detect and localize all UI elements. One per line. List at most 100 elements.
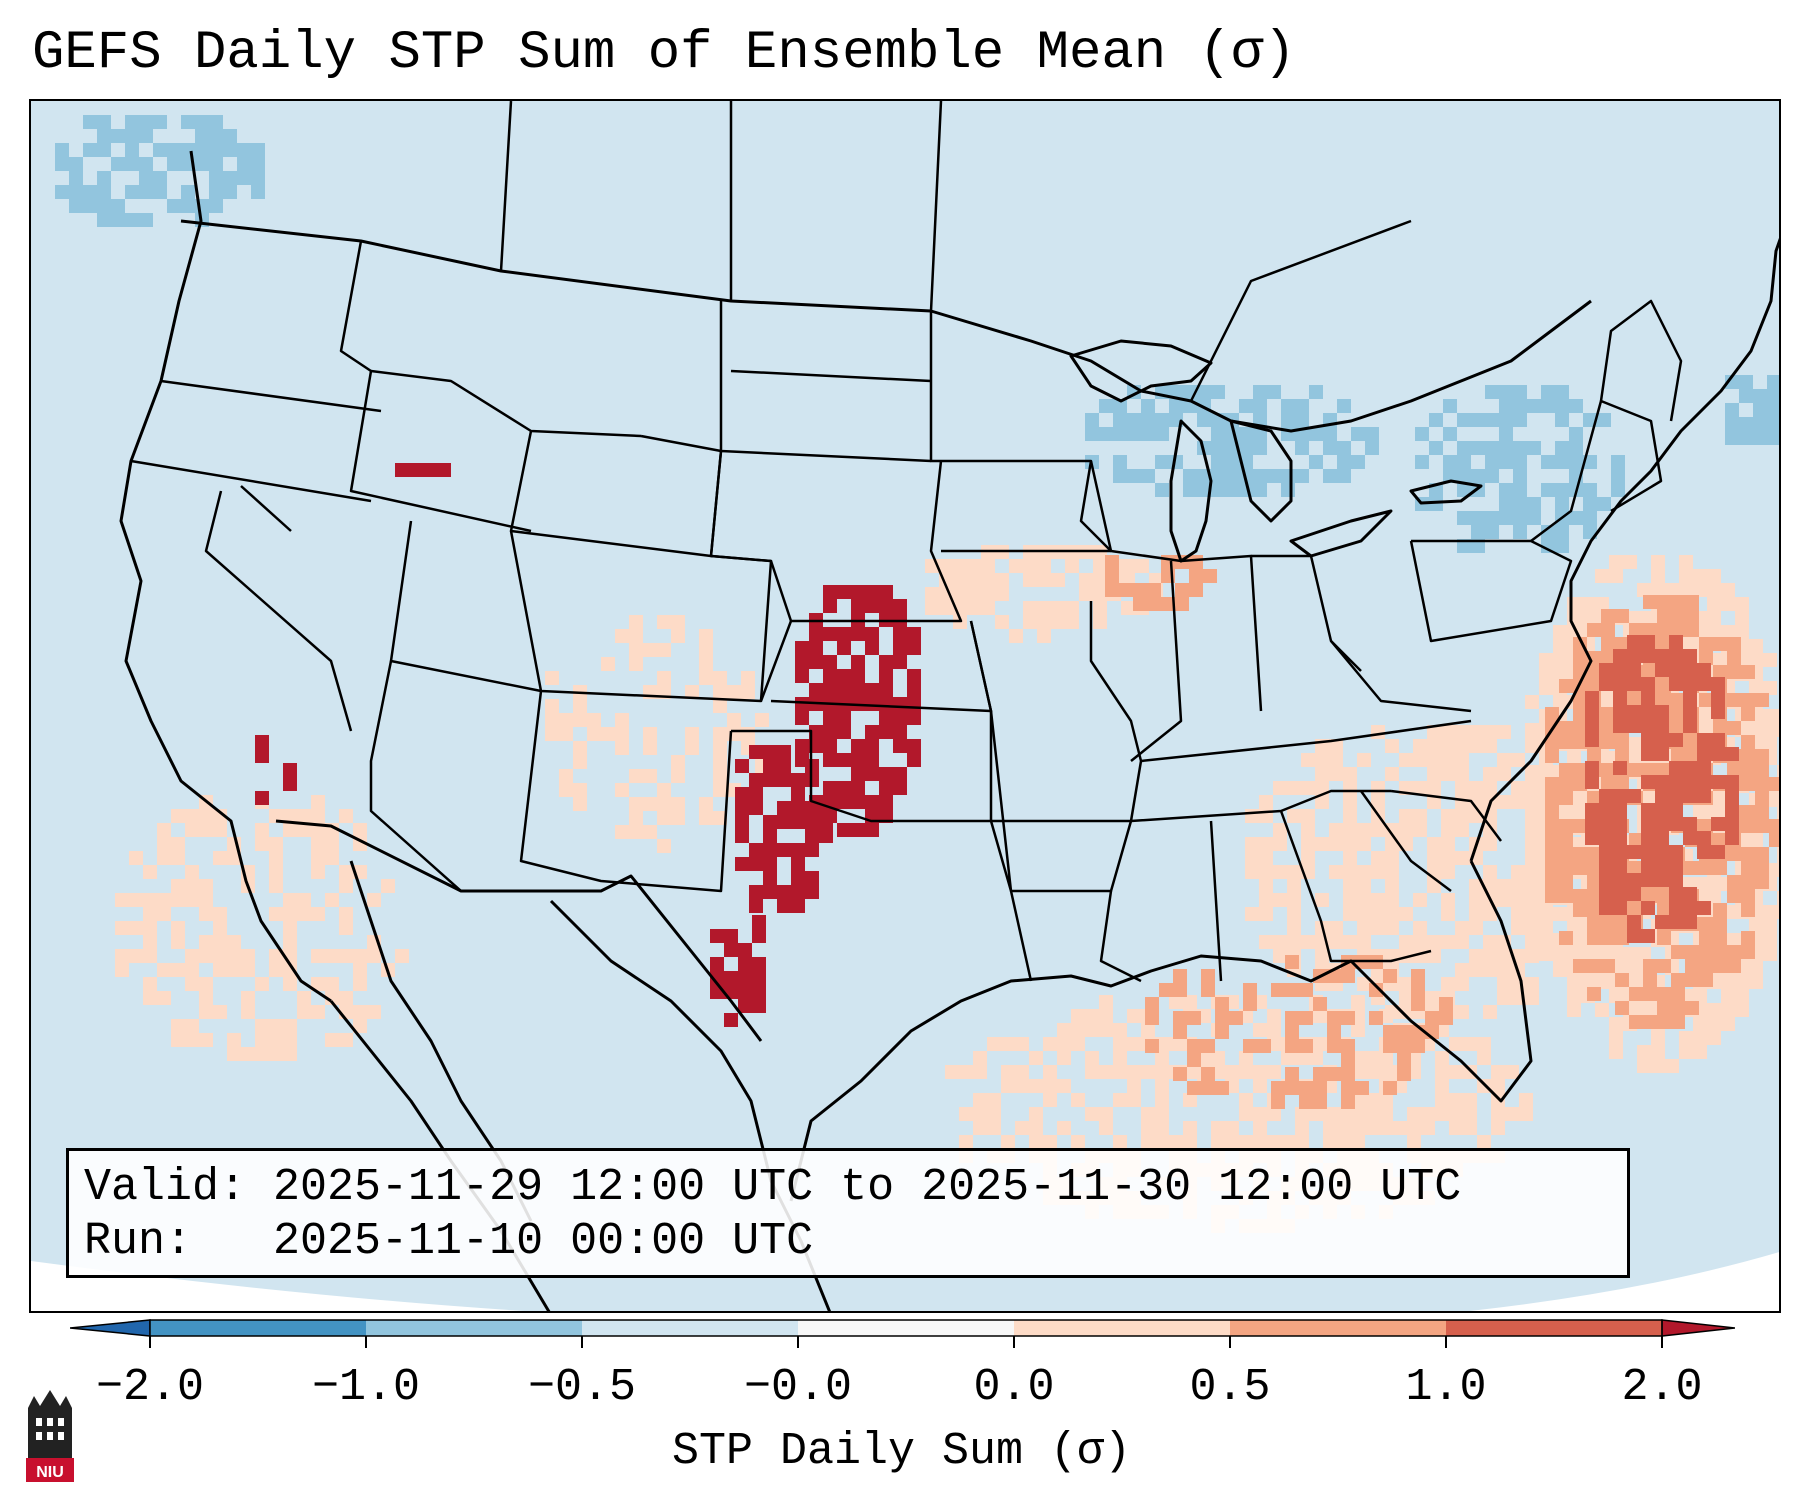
anomaly-cell bbox=[1435, 1079, 1449, 1093]
anomaly-cell bbox=[1463, 1037, 1477, 1051]
anomaly-cell bbox=[1699, 917, 1713, 931]
anomaly-cell bbox=[1727, 637, 1741, 651]
anomaly-cell bbox=[1301, 935, 1315, 949]
anomaly-cell bbox=[987, 1037, 1001, 1051]
anomaly-cell bbox=[1253, 385, 1267, 399]
anomaly-cell bbox=[629, 797, 643, 811]
anomaly-cell bbox=[1385, 823, 1399, 837]
anomaly-cell bbox=[1469, 907, 1483, 921]
anomaly-cell bbox=[1421, 1107, 1435, 1121]
anomaly-cell bbox=[1057, 1079, 1071, 1093]
anomaly-cell bbox=[1483, 935, 1497, 949]
anomaly-cell bbox=[1343, 823, 1357, 837]
anomaly-cell bbox=[269, 837, 283, 851]
anomaly-cell bbox=[1385, 739, 1399, 753]
anomaly-cell bbox=[699, 797, 713, 811]
anomaly-cell bbox=[1559, 931, 1573, 945]
anomaly-cell bbox=[1669, 649, 1683, 663]
anomaly-cell bbox=[353, 823, 367, 837]
anomaly-cell bbox=[311, 837, 325, 851]
anomaly-cell bbox=[1253, 441, 1267, 455]
border-ga-sc bbox=[1359, 790, 1452, 892]
anomaly-cell bbox=[1253, 1079, 1267, 1093]
anomaly-cell bbox=[865, 725, 879, 739]
anomaly-cell bbox=[1595, 569, 1609, 583]
anomaly-cell bbox=[1441, 851, 1455, 865]
anomaly-cell bbox=[395, 463, 409, 477]
anomaly-cell bbox=[1443, 399, 1457, 413]
border-tx-east bbox=[1009, 890, 1033, 982]
anomaly-cell bbox=[1329, 767, 1343, 781]
anomaly-cell bbox=[339, 991, 353, 1005]
anomaly-cell bbox=[1511, 907, 1525, 921]
anomaly-cell bbox=[311, 949, 325, 963]
border-or-ca-nv bbox=[130, 459, 372, 503]
anomaly-cell bbox=[945, 1065, 959, 1079]
anomaly-cell bbox=[1175, 597, 1189, 611]
anomaly-cell bbox=[573, 755, 587, 769]
anomaly-cell bbox=[199, 991, 213, 1005]
anomaly-cell bbox=[55, 157, 69, 171]
anomaly-cell bbox=[1383, 1039, 1397, 1053]
anomaly-cell bbox=[1455, 1005, 1469, 1019]
anomaly-cell bbox=[1755, 777, 1769, 791]
anomaly-cell bbox=[353, 1019, 367, 1033]
anomaly-cell bbox=[1629, 623, 1643, 637]
anomaly-cell bbox=[199, 879, 213, 893]
anomaly-cell bbox=[1015, 1065, 1029, 1079]
anomaly-cell bbox=[1309, 1107, 1323, 1121]
anomaly-cell bbox=[171, 1033, 185, 1047]
anomaly-cell bbox=[1329, 753, 1343, 767]
anomaly-cell bbox=[97, 171, 111, 185]
anomaly-cell bbox=[1427, 753, 1441, 767]
anomaly-cell bbox=[939, 587, 953, 601]
anomaly-cell bbox=[1601, 707, 1615, 721]
anomaly-cell bbox=[1425, 1011, 1439, 1025]
anomaly-cell bbox=[1741, 903, 1755, 917]
anomaly-cell bbox=[1329, 823, 1343, 837]
anomaly-cell bbox=[1201, 1039, 1215, 1053]
anomaly-cell bbox=[1643, 959, 1657, 973]
anomaly-cell bbox=[1713, 833, 1727, 847]
anomaly-cell bbox=[1641, 901, 1655, 915]
anomaly-cell bbox=[1613, 789, 1627, 803]
anomaly-cell bbox=[749, 787, 763, 801]
anomaly-cell bbox=[251, 185, 265, 199]
anomaly-cell bbox=[1777, 723, 1779, 737]
anomaly-cell bbox=[1427, 879, 1441, 893]
anomaly-cell bbox=[791, 787, 805, 801]
anomaly-cell bbox=[1497, 753, 1511, 767]
anomaly-cell bbox=[1371, 907, 1385, 921]
anomaly-cell bbox=[1573, 847, 1587, 861]
anomaly-cell bbox=[1385, 907, 1399, 921]
anomaly-cell bbox=[1693, 1017, 1707, 1031]
anomaly-cell bbox=[1573, 721, 1587, 735]
anomaly-cell bbox=[1211, 441, 1225, 455]
anomaly-cell bbox=[1239, 441, 1253, 455]
anomaly-cell bbox=[1741, 847, 1755, 861]
anomaly-cell bbox=[1201, 1067, 1215, 1081]
anomaly-cell bbox=[1497, 991, 1511, 1005]
anomaly-cell bbox=[325, 977, 339, 991]
anomaly-cell bbox=[1201, 969, 1215, 983]
anomaly-cell bbox=[1525, 781, 1539, 795]
anomaly-cell bbox=[367, 893, 381, 907]
anomaly-cell bbox=[283, 1033, 297, 1047]
anomaly-cell bbox=[1741, 819, 1755, 833]
anomaly-cell bbox=[1527, 511, 1541, 525]
anomaly-cell bbox=[1457, 413, 1471, 427]
border-nd-sd-mid bbox=[730, 369, 932, 383]
anomaly-cell bbox=[837, 627, 851, 641]
anomaly-cell bbox=[1281, 469, 1295, 483]
anomaly-cell bbox=[893, 627, 907, 641]
anomaly-cell bbox=[1613, 761, 1627, 775]
anomaly-cell bbox=[251, 157, 265, 171]
anomaly-cell bbox=[1161, 555, 1175, 569]
anomaly-cell bbox=[1301, 823, 1315, 837]
anomaly-cell bbox=[297, 893, 311, 907]
anomaly-cell bbox=[893, 781, 907, 795]
border-pa-ny bbox=[1409, 539, 1573, 643]
anomaly-cell bbox=[1399, 823, 1413, 837]
anomaly-cell bbox=[752, 971, 766, 985]
anomaly-cell bbox=[1655, 803, 1669, 817]
